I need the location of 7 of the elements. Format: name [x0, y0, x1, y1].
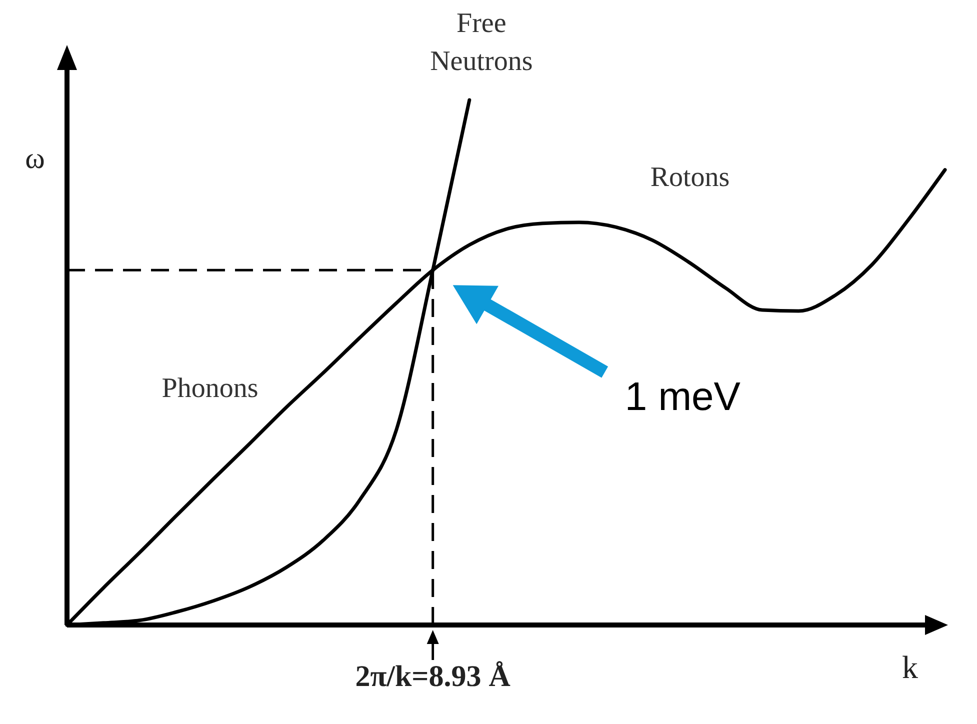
y-axis-title: ω [25, 142, 45, 175]
x-axis-title: k [902, 649, 918, 685]
annotation: 1 meV [624, 375, 741, 420]
annotation: Rotons [650, 162, 730, 193]
text: 2π/k=8.93 Å [355, 660, 511, 693]
series-label: Free Neutrons [430, 8, 533, 77]
annotation: Phonons [162, 373, 258, 404]
